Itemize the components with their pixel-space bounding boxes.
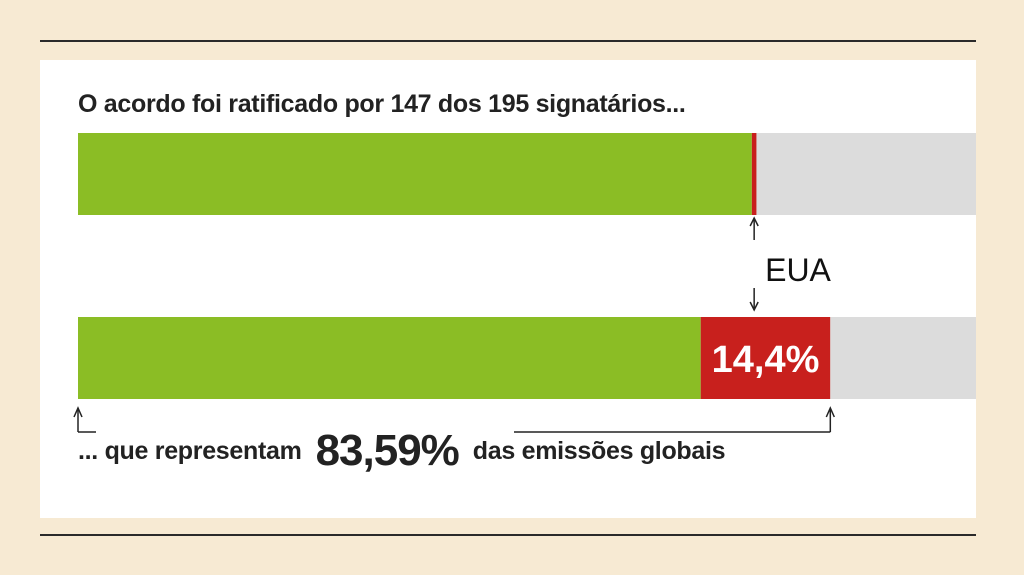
bracket-left-arrowhead xyxy=(73,406,83,418)
bar-1-segment-restante xyxy=(756,133,976,215)
stacked-bar-chart: 14,4% xyxy=(73,133,976,433)
bar-1-segment-ratificado xyxy=(78,133,752,215)
bottom-rule xyxy=(40,534,976,536)
eua-emissions-value-label: 14,4% xyxy=(712,339,820,381)
emissions-percentage: 83,59% xyxy=(315,426,460,475)
eua-arrow-up-head xyxy=(749,216,759,227)
infographic-panel: O acordo foi ratificado por 147 dos 195 … xyxy=(40,60,976,518)
bar-2-segment-EUA xyxy=(700,317,831,399)
headline: O acordo foi ratificado por 147 dos 195 … xyxy=(78,90,686,118)
bar-2-segment-restante xyxy=(830,317,976,399)
eua-arrow-down-head xyxy=(749,301,759,312)
eua-annotation-label: EUA xyxy=(765,252,831,288)
emissions-caption: ... que representam 83,59% das emissões … xyxy=(78,426,726,475)
caption-suffix: das emissões globais xyxy=(472,436,726,465)
top-rule xyxy=(40,40,976,42)
caption-prefix: ... que representam xyxy=(78,436,302,465)
bar-1-segment-EUA xyxy=(751,133,757,215)
bracket-right-arrowhead xyxy=(825,406,835,418)
bar-2-segment-ratificado xyxy=(78,317,701,399)
